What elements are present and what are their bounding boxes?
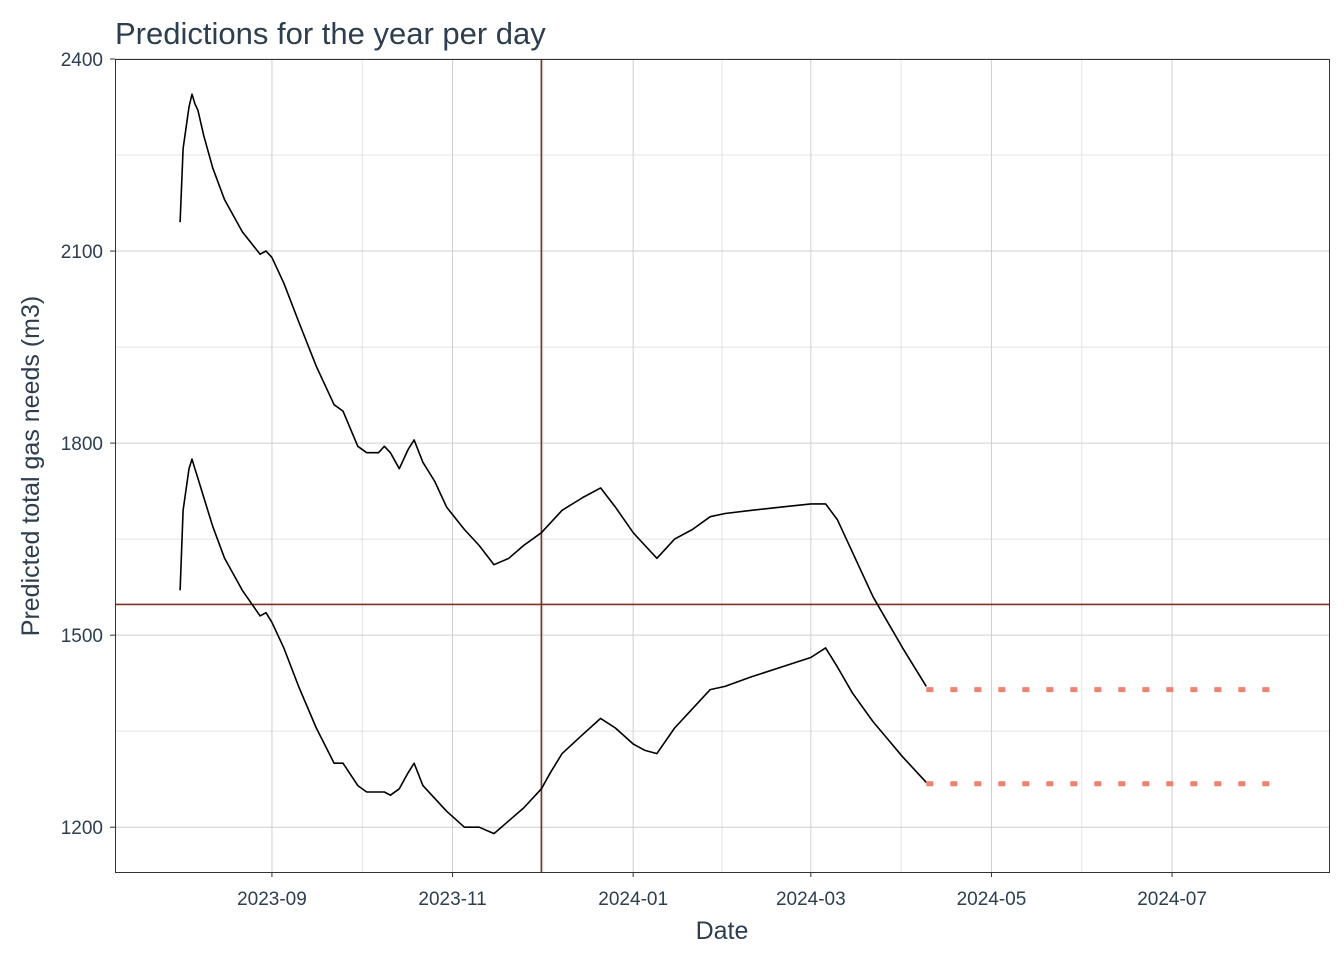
grid <box>115 58 1329 872</box>
reference-lines <box>115 59 1329 872</box>
x-tick-label: 2024-03 <box>776 889 846 910</box>
y-tick-label: 2400 <box>61 50 103 71</box>
y-tick-label: 1500 <box>61 626 103 647</box>
forecast-group <box>926 687 1282 787</box>
x-tick-label: 2024-05 <box>957 889 1027 910</box>
x-tick-label: 2024-01 <box>598 889 668 910</box>
x-tick-label: 2024-07 <box>1137 889 1207 910</box>
x-axis-ticks: 2023-09 2023-11 2024-01 2024-03 2024-05 2024-… <box>237 872 1207 910</box>
x-tick-label: 2023-11 <box>418 889 486 910</box>
series-line-1 <box>179 93 927 687</box>
y-tick-label: 1800 <box>61 434 103 455</box>
y-axis-ticks: 1200 1500 1800 2100 2400 <box>61 50 115 839</box>
x-tick-label: 2023-09 <box>237 889 307 910</box>
plot-panel <box>115 59 1330 873</box>
y-axis-label: Predicted total gas needs (m3) <box>17 296 45 636</box>
y-tick-label: 2100 <box>61 242 103 263</box>
series-line-2 <box>179 458 927 835</box>
series-group <box>179 93 927 835</box>
x-axis-label: Date <box>696 917 749 945</box>
chart-title: Predictions for the year per day <box>115 16 546 51</box>
y-tick-label: 1200 <box>61 818 103 839</box>
